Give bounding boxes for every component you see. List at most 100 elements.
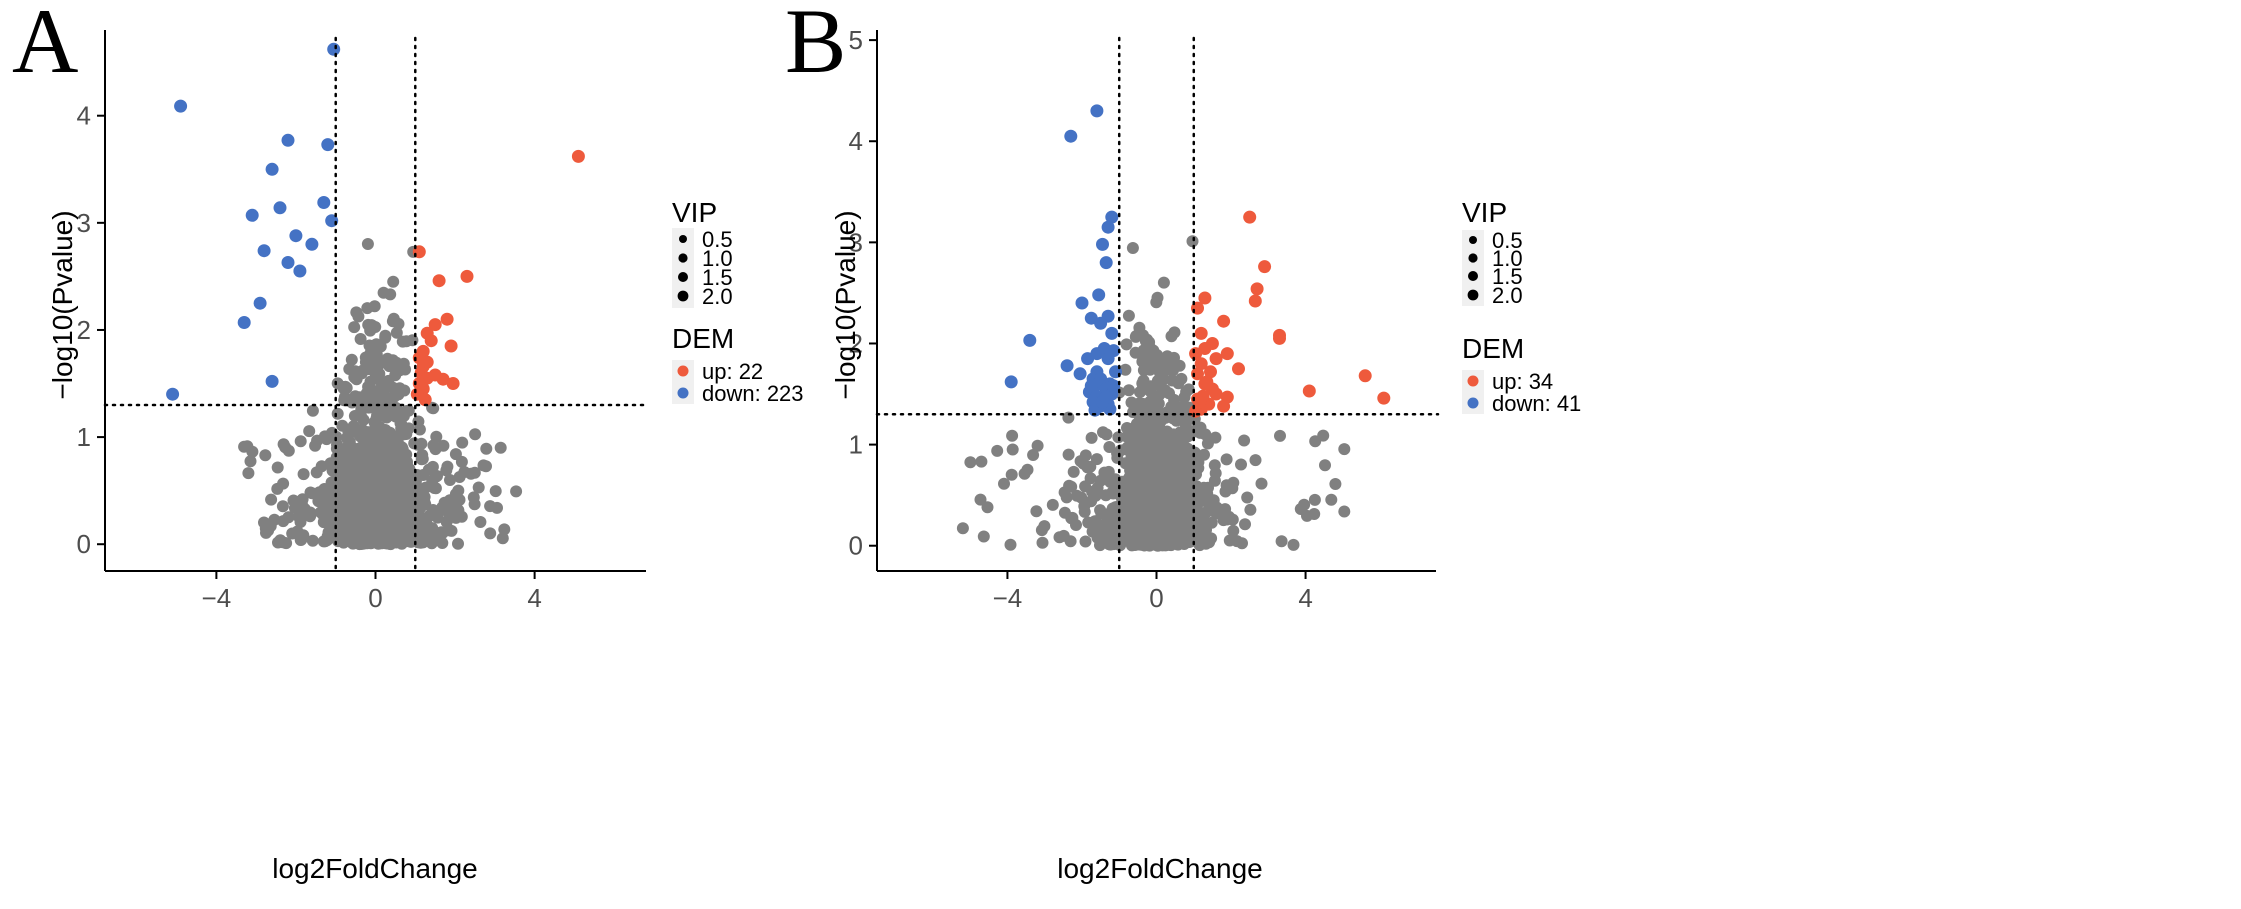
panel-a-y-tick-label: 1 xyxy=(77,422,91,452)
panel-b-ns-point xyxy=(1170,476,1183,489)
panel-b-ns-point xyxy=(1124,439,1137,452)
panel-a: A −4 0 4 0 1 2 3 4 log2FoldChange −log10(Pvalue… xyxy=(12,0,804,884)
panel-b-ns-point xyxy=(1136,459,1149,471)
panel-a-ns-cloud xyxy=(238,238,523,551)
panel-b-point-down xyxy=(1099,256,1113,270)
panel-a-point-up xyxy=(432,274,446,288)
panel-b-ns-point xyxy=(1108,510,1121,523)
panel-b-ns-point xyxy=(1308,493,1321,506)
panel-a-ns-point xyxy=(329,531,342,544)
panel-a-vip-dot-0 xyxy=(679,235,687,243)
panel-b-point-up xyxy=(1358,369,1372,383)
panel-a-vip-label-3: 2.0 xyxy=(702,284,733,309)
panel-a-ns-point xyxy=(340,527,353,540)
panel-b-plot: −4 0 4 0 1 2 3 4 5 xyxy=(849,25,1440,613)
panel-a-ns-point xyxy=(449,448,462,461)
panel-b-ns-point xyxy=(1186,235,1199,248)
panel-b-ns-point xyxy=(1057,529,1070,542)
panel-a-ns-point xyxy=(397,410,410,422)
panel-b-ns-point xyxy=(1126,242,1139,254)
panel-b-ns-point xyxy=(1116,475,1129,488)
panel-a-point-down xyxy=(281,256,295,269)
panel-a-x-axis-title: log2FoldChange xyxy=(272,853,478,884)
panel-b-ns-point xyxy=(1137,416,1150,429)
panel-a-x-tick-label: −4 xyxy=(202,583,232,613)
panel-a-ns-point xyxy=(386,354,399,367)
panel-a-ns-point xyxy=(455,510,468,523)
panel-a-ns-point xyxy=(272,536,284,549)
panel-a-ns-point xyxy=(436,537,449,549)
panel-b-ns-point xyxy=(1122,384,1135,397)
panel-b-point-up xyxy=(1243,210,1257,224)
panel-b-ns-point xyxy=(1168,326,1181,339)
panel-a-ns-point xyxy=(378,531,391,544)
panel-b-point-down xyxy=(1105,326,1119,340)
panel-b-vip-dot-3 xyxy=(1467,289,1479,301)
panel-a-ns-point xyxy=(428,482,441,494)
panel-b-ns-point xyxy=(1134,491,1147,504)
panel-a-ns-point xyxy=(362,363,375,376)
panel-b-point-down xyxy=(1064,129,1078,143)
panel-a-ns-point xyxy=(352,310,365,323)
panel-a-ns-point xyxy=(372,477,385,490)
panel-a-y-axis-title: −log10(Pvalue) xyxy=(47,210,78,399)
panel-a-legend-dem-title: DEM xyxy=(672,323,734,354)
panel-a-ns-point xyxy=(303,425,316,438)
panel-a-ns-point xyxy=(380,411,393,424)
panel-b-ns-point xyxy=(1129,330,1142,343)
panel-b-ns-point xyxy=(1209,467,1222,480)
panel-b-point-up xyxy=(1200,375,1214,389)
panel-b-point-down xyxy=(1060,359,1074,373)
panel-a-ns-point xyxy=(265,493,278,506)
panel-a-point-down xyxy=(166,387,180,401)
panel-b-ns-point xyxy=(1147,350,1160,362)
panel-b-ns-point xyxy=(1157,276,1170,289)
panel-a-vip-label-2: 1.5 xyxy=(702,265,733,290)
panel-b-ns-point xyxy=(1119,509,1132,522)
panel-b-ns-point xyxy=(1329,478,1342,490)
panel-a-ns-point xyxy=(354,333,367,345)
panel-b-point-up xyxy=(1194,326,1208,340)
panel-a-ns-point xyxy=(317,516,330,529)
panel-b-x-tick-label: −4 xyxy=(993,583,1023,613)
panel-b-ns-point xyxy=(1151,374,1164,387)
panel-b-ns-point xyxy=(1174,509,1187,522)
panel-a-ns-point xyxy=(291,525,304,538)
panel-b-ns-point xyxy=(1168,393,1181,406)
panel-b-ns-point xyxy=(1120,338,1133,351)
panel-a-ns-point xyxy=(401,535,414,548)
panel-b-point-down xyxy=(1096,237,1109,251)
panel-b-point-up xyxy=(1198,291,1212,305)
panel-a-ns-point xyxy=(411,438,424,451)
panel-b-ns-point xyxy=(1094,504,1107,517)
panel-a-ns-point xyxy=(295,508,308,521)
panel-a-ns-point xyxy=(358,430,371,442)
panel-a-ns-point xyxy=(410,516,423,529)
panel-a-ns-point xyxy=(238,440,251,453)
panel-b-ns-point xyxy=(1172,443,1185,456)
panel-b-point-down xyxy=(1084,379,1098,393)
panel-b-point-up xyxy=(1194,357,1208,371)
panel-b-ns-point xyxy=(1137,348,1150,361)
panel-a-ns-point xyxy=(365,319,378,332)
panel-b-point-down xyxy=(1004,375,1018,389)
panel-a-ns-point xyxy=(382,521,395,534)
panel-a-point-up xyxy=(446,377,460,390)
panel-a-ns-point xyxy=(394,523,407,536)
panel-b-ns-point xyxy=(1036,536,1049,549)
panel-b-ns-point xyxy=(1190,462,1203,475)
panel-b-point-up xyxy=(1258,260,1272,274)
panel-b-ns-point xyxy=(1226,482,1239,495)
panel-a-ns-point xyxy=(306,534,319,547)
panel-b-ns-point xyxy=(1124,498,1136,511)
panel-b-point-up xyxy=(1248,294,1262,308)
panel-a-ns-point xyxy=(384,426,396,439)
panel-b-ns-point xyxy=(1325,493,1338,506)
panel-a-point-up xyxy=(428,318,442,332)
panel-b-legend-vip-title: VIP xyxy=(1462,197,1507,228)
panel-b-dem-dot-down xyxy=(1467,397,1479,409)
panel-b-ns-point xyxy=(1098,466,1111,479)
panel-a-ns-point xyxy=(244,455,257,468)
panel-b-ns-point xyxy=(1137,513,1150,526)
panel-b: B −4 0 4 0 1 2 3 4 5 log2FoldChange −log10(Pvalu… xyxy=(785,0,1581,884)
